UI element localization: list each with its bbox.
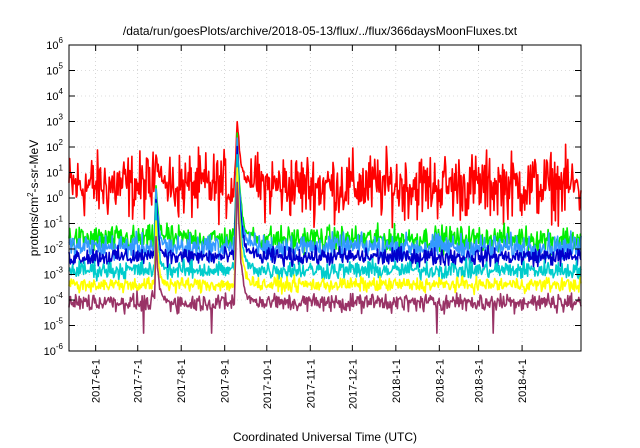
x-tick-label: 2018-3-1 — [474, 359, 486, 403]
x-tick-label: 2018-4-1 — [517, 359, 529, 403]
y-tick-label: 10-4 — [44, 291, 64, 307]
y-tick-label: 101 — [46, 164, 63, 180]
x-tick-label: 2017-7-1 — [133, 359, 145, 403]
y-tick-label: 100 — [46, 189, 63, 205]
x-axis: 2017-6-1 2017-7-1 2017-8-1 2017-9-1 2017-10-… — [91, 45, 529, 409]
y-tick-label: 104 — [46, 87, 63, 103]
series-layer — [68, 120, 582, 334]
y-tick-label: 105 — [46, 62, 63, 78]
y-axis: 106 105 104 103 102 101 100 10-1 10-2 10-3 10-4 10-… — [44, 36, 581, 358]
y-tick-label: 103 — [46, 113, 63, 129]
x-tick-label: 2017-11-1 — [305, 359, 317, 408]
y-tick-label: 10-3 — [44, 266, 64, 282]
x-tick-label: 2017-6-1 — [91, 359, 103, 403]
x-tick-label: 2018-2-1 — [434, 359, 446, 403]
x-tick-label: 2017-8-1 — [176, 359, 188, 403]
y-tick-label: 10-1 — [44, 215, 64, 231]
chart-title: /data/run/goesPlots/archive/2018-05-13/f… — [123, 24, 518, 38]
x-tick-label: 2017-10-1 — [262, 359, 274, 409]
x-tick-label: 2017-12-1 — [347, 359, 359, 409]
y-tick-label: 106 — [46, 36, 63, 52]
x-axis-label: Coordinated Universal Time (UTC) — [233, 430, 417, 444]
y-tick-label: 10-5 — [44, 317, 64, 333]
x-tick-label: 2018-1-1 — [391, 359, 403, 403]
y-axis-label: protons/cm2-s-sr-MeV — [26, 140, 41, 256]
y-tick-label: 102 — [46, 138, 63, 154]
y-tick-label: 10-2 — [44, 240, 64, 256]
x-tick-label: 2017-9-1 — [220, 359, 232, 403]
y-tick-label: 10-6 — [44, 342, 64, 358]
series-line — [68, 120, 582, 229]
series-line — [68, 181, 582, 334]
